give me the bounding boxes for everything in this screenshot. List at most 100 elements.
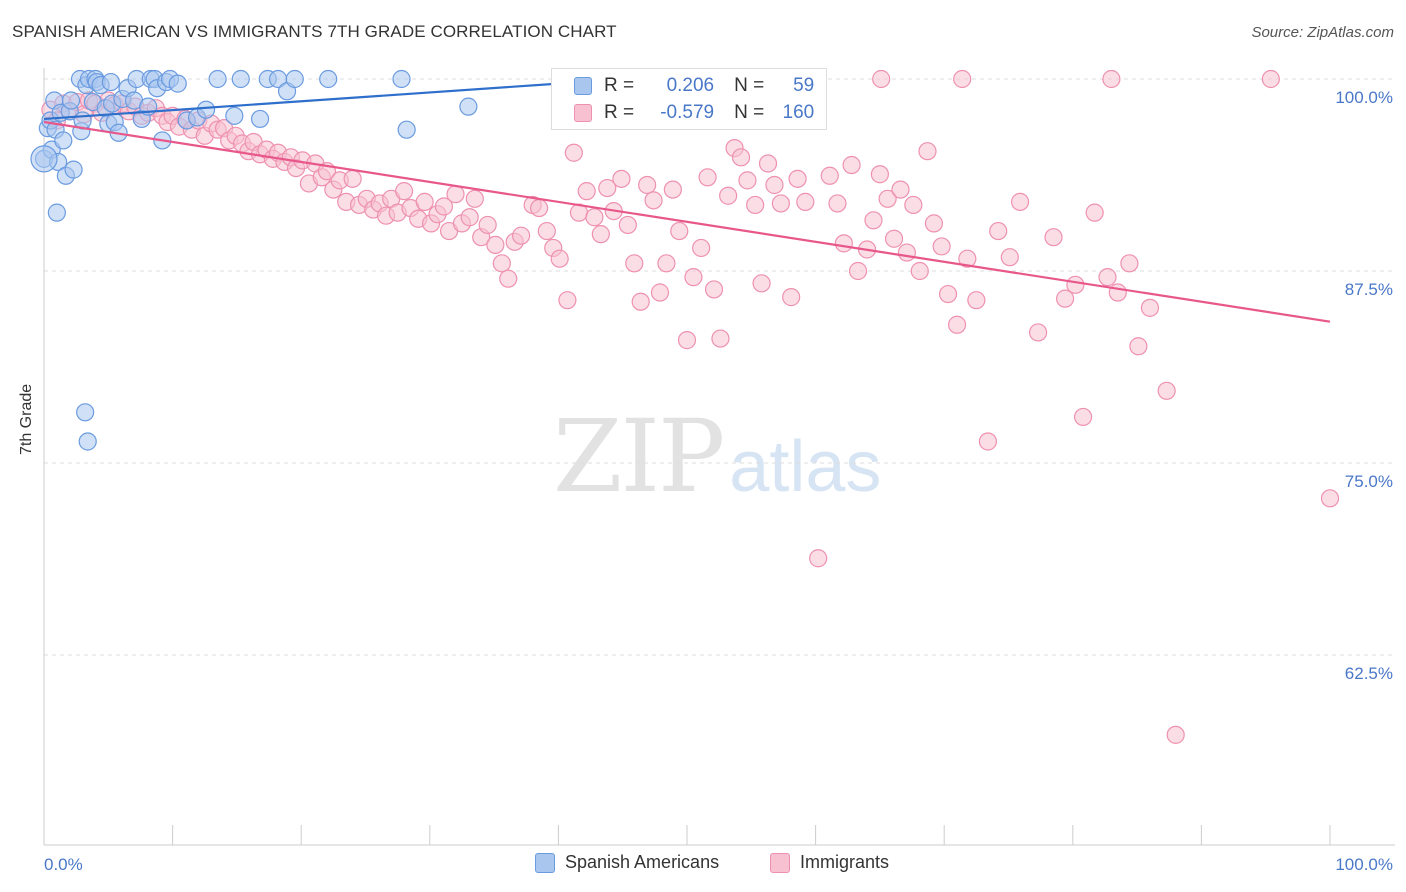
immigrants-point — [591, 225, 610, 244]
y-tick-label: 62.5% — [1345, 664, 1393, 683]
immigrants-point — [848, 261, 868, 281]
immigrants-point — [1157, 381, 1176, 400]
immigrants-point — [1320, 489, 1340, 508]
spanish-americans-point-large — [30, 145, 58, 173]
immigrants-point — [870, 165, 890, 184]
spanish-americans-point — [76, 403, 95, 422]
immigrants-point — [918, 142, 937, 161]
immigrants-point — [492, 254, 511, 273]
legend-swatch-blue — [535, 852, 555, 873]
immigrants-point — [631, 292, 650, 311]
immigrants-point — [585, 208, 604, 227]
immigrants-point — [465, 189, 484, 208]
spanish-americans-point — [285, 69, 304, 89]
legend-r-value: -0.579 — [660, 102, 715, 123]
spanish-americans-point — [64, 160, 83, 179]
spanish-americans-point — [231, 69, 250, 89]
immigrants-point — [842, 155, 861, 175]
watermark-zip: ZIP — [553, 398, 725, 515]
spanish-americans-point — [250, 109, 270, 129]
immigrants-point — [499, 269, 518, 288]
legend-item-immigrants[interactable]: Immigrants — [770, 852, 889, 873]
immigrants-point — [904, 195, 923, 215]
legend-item-spanish-americans[interactable]: Spanish Americans — [535, 852, 719, 873]
immigrants-point — [1044, 228, 1063, 247]
immigrants-point — [415, 192, 434, 211]
spanish-americans-point — [47, 203, 66, 222]
immigrants-point — [989, 221, 1008, 241]
immigrants-point — [684, 268, 703, 287]
immigrants-point — [947, 315, 967, 334]
y-tick-label: 87.5% — [1345, 280, 1393, 299]
immigrants-point — [558, 291, 577, 310]
immigrants-point — [1140, 298, 1160, 317]
immigrants-points — [41, 69, 1340, 744]
immigrants-point — [872, 69, 891, 89]
immigrants-point — [967, 291, 986, 310]
legend-label: Spanish Americans — [565, 852, 720, 872]
immigrants-point — [771, 194, 790, 213]
immigrants-point — [738, 171, 757, 190]
immigrants-point — [577, 182, 596, 201]
y-tick-label: 100.0% — [1335, 88, 1393, 107]
immigrants-point — [719, 186, 738, 205]
immigrants-point — [711, 329, 730, 348]
spanish-americans-points — [30, 69, 478, 451]
series-legend: Spanish Americans Immigrants — [0, 852, 1406, 878]
immigrants-point — [598, 178, 617, 198]
immigrants-point — [1098, 268, 1117, 287]
immigrants-point — [752, 274, 771, 293]
spanish-americans-point — [319, 69, 338, 89]
immigrants-point — [530, 198, 549, 218]
immigrants-point — [834, 234, 853, 253]
immigrants-point — [1085, 203, 1104, 222]
x-tick-label: 0.0% — [44, 855, 83, 874]
legend-label: Immigrants — [800, 852, 890, 872]
axis-layer — [43, 68, 1395, 846]
immigrants-point — [953, 69, 972, 89]
immigrants-point — [478, 215, 497, 235]
immigrants-point — [460, 208, 479, 227]
immigrants-point — [670, 221, 689, 241]
tick-labels: 62.5% 75.0% 87.5% 100.0% 0.0% 100.0% — [44, 88, 1393, 874]
watermark-atlas: atlas — [729, 427, 882, 507]
immigrants-point — [612, 169, 631, 188]
spanish-americans-point — [208, 69, 227, 89]
immigrants-point — [446, 185, 465, 204]
immigrants-point — [434, 197, 454, 216]
grid-layer — [44, 78, 1395, 656]
immigrants-point — [677, 331, 697, 350]
legend-n-label: N = — [734, 75, 765, 96]
y-tick-label: 75.0% — [1345, 472, 1393, 491]
legend-r-label: R = — [604, 75, 635, 96]
immigrants-point — [394, 182, 414, 201]
immigrants-point — [663, 180, 682, 199]
legend-n-label: N = — [734, 102, 765, 123]
immigrants-point — [820, 166, 839, 185]
immigrants-point — [537, 221, 556, 241]
watermark: ZIPatlas — [553, 398, 881, 515]
spanish-americans-point — [61, 91, 81, 110]
immigrants-point — [1102, 69, 1121, 89]
immigrants-point — [891, 180, 910, 199]
immigrants-point — [1010, 192, 1030, 211]
immigrants-point — [958, 249, 977, 268]
chart-title: SPANISH AMERICAN VS IMMIGRANTS 7TH GRADE… — [12, 22, 617, 41]
legend-swatch-pink — [574, 104, 592, 122]
immigrants-point — [809, 549, 828, 568]
spanish-americans-point — [397, 120, 416, 139]
spanish-americans-point — [392, 69, 411, 89]
immigrants-point — [704, 280, 724, 299]
immigrants-point — [1055, 289, 1075, 308]
immigrants-point — [788, 169, 807, 188]
immigrants-point — [486, 235, 505, 254]
spanish-americans-trend-line — [43, 82, 559, 121]
immigrants-point — [1261, 69, 1280, 89]
immigrants-point — [644, 191, 663, 210]
immigrants-point — [564, 143, 583, 162]
immigrants-point — [1166, 725, 1185, 744]
immigrants-point — [978, 432, 998, 451]
spanish-americans-point — [459, 97, 478, 116]
immigrants-point — [343, 169, 362, 188]
immigrants-point — [657, 254, 676, 273]
